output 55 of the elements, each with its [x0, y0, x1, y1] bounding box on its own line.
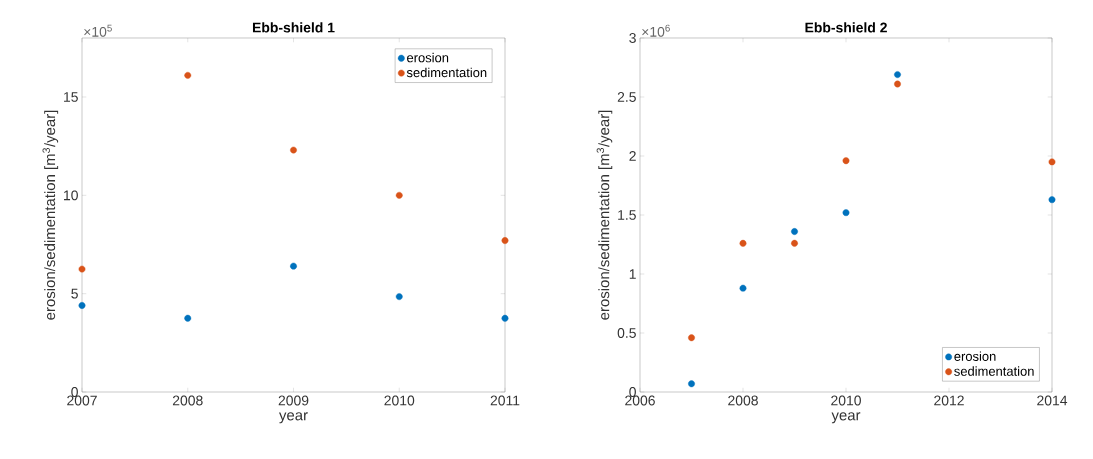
- point: [739, 239, 747, 247]
- y-tick-label: 0: [629, 387, 636, 397]
- legend-label: sedimentation: [406, 67, 487, 78]
- point: [78, 265, 86, 273]
- point: [739, 284, 747, 292]
- point: [688, 334, 695, 342]
- point: [501, 314, 509, 322]
- text: ×10$^{5}$: [84, 24, 112, 37]
- point: [1048, 158, 1056, 166]
- point: [184, 71, 192, 79]
- point: [184, 314, 192, 322]
- y-tick-label: 1.5: [618, 210, 636, 220]
- point: [1048, 196, 1056, 204]
- x-tick-label: 2010: [384, 395, 415, 406]
- point: [791, 228, 798, 235]
- x-tick-label: 2007: [67, 395, 97, 406]
- point: [842, 157, 850, 165]
- x-tick-label: 2011: [490, 395, 520, 406]
- point: [894, 80, 901, 88]
- y-axis-title: erosion/sedimentation [m$^{3}$/year]: [42, 110, 59, 320]
- y-axis-title: erosion/sedimentation [m$^{3}$/year]: [596, 110, 613, 320]
- point: [290, 146, 297, 154]
- point: [290, 262, 297, 270]
- x-axis-title: year: [831, 412, 861, 424]
- y-tick-label: 2.5: [617, 92, 636, 102]
- y-tick-label: 0: [71, 387, 78, 397]
- point: [688, 380, 695, 388]
- x-tick-label: 2014: [1037, 395, 1068, 406]
- y-tick-label: 3: [629, 33, 636, 43]
- x-axis-title: year: [279, 412, 308, 424]
- point: [78, 302, 86, 309]
- x-tick-label: 2008: [172, 395, 203, 406]
- x-tick-label: 2010: [831, 395, 861, 406]
- x-tick-label: 2009: [278, 395, 309, 406]
- point: [501, 237, 509, 244]
- legend-label: sedimentation: [954, 366, 1034, 376]
- x-tick-label: 2012: [934, 395, 964, 406]
- point: [791, 239, 798, 247]
- y-tick-label: 5: [71, 288, 78, 299]
- chart-title: Ebb-shield 1: [252, 22, 335, 33]
- legend-label: erosion: [954, 351, 996, 361]
- point: [894, 71, 901, 78]
- chart-title: Ebb-shield 2: [805, 22, 887, 33]
- y-tick-label: 15: [64, 92, 78, 102]
- y-tick-label: 1: [629, 269, 636, 279]
- text: ×10$^{6}$: [642, 24, 670, 37]
- x-tick-label: 2006: [625, 395, 655, 406]
- point: [395, 293, 403, 301]
- point: [395, 191, 403, 199]
- legend-label: erosion: [407, 52, 449, 63]
- y-tick-label: 0.5: [617, 328, 636, 338]
- y-tick-label: 2: [629, 151, 636, 161]
- point: [842, 209, 850, 217]
- x-tick-label: 2008: [728, 395, 758, 406]
- y-tick-label: 10: [64, 190, 78, 201]
